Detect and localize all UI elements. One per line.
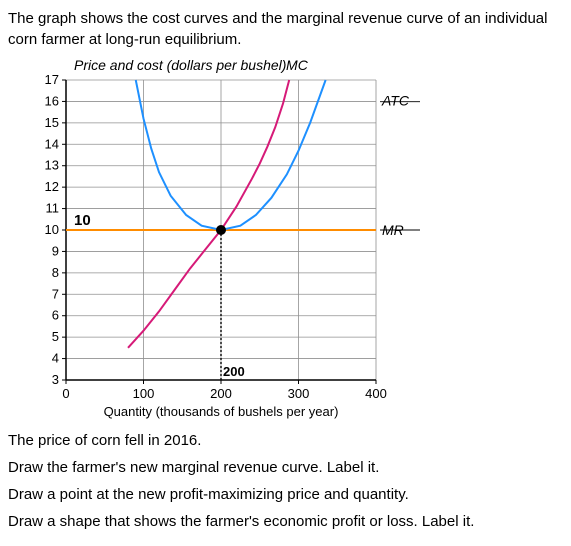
y-tick: 7 — [52, 286, 59, 301]
y-tick: 12 — [45, 179, 59, 194]
highlight-x-label: 200 — [223, 364, 245, 379]
instr-4: Draw a shape that shows the farmer's eco… — [8, 511, 571, 532]
x-axis-title: Quantity (thousands of bushels per year) — [104, 404, 339, 419]
y-tick: 4 — [52, 351, 59, 366]
y-tick: 16 — [45, 93, 59, 108]
instr-1: The price of corn fell in 2016. — [8, 430, 571, 451]
atc-curve — [136, 80, 326, 230]
mc-label: MC — [286, 57, 309, 73]
equilibrium-point — [216, 225, 226, 235]
instr-3: Draw a point at the new profit-maximizin… — [8, 484, 571, 505]
y-tick: 9 — [52, 243, 59, 258]
y-tick: 13 — [45, 158, 59, 173]
x-tick: 0 — [62, 386, 69, 401]
y-tick: 10 — [45, 222, 59, 237]
chart-svg: Price and cost (dollars per bushel) 3 4 5 6 7… — [26, 56, 436, 426]
y-tick: 15 — [45, 115, 59, 130]
highlight-y-label: 10 — [74, 212, 91, 229]
y-tick: 11 — [46, 201, 60, 216]
x-tick: 400 — [365, 386, 387, 401]
y-tick: 17 — [45, 72, 59, 87]
y-tick: 14 — [45, 136, 59, 151]
y-tick: 5 — [52, 329, 59, 344]
y-tick: 8 — [52, 265, 59, 280]
x-tick: 200 — [210, 386, 232, 401]
x-tick: 100 — [133, 386, 155, 401]
intro-text: The graph shows the cost curves and the … — [8, 8, 571, 50]
x-tick: 300 — [288, 386, 310, 401]
y-tick: 3 — [52, 372, 59, 387]
instr-2: Draw the farmer's new marginal revenue c… — [8, 457, 571, 478]
cost-curves-chart: Price and cost (dollars per bushel) 3 4 5 6 7… — [26, 56, 571, 426]
y-tick: 6 — [52, 308, 59, 323]
mc-curve — [128, 80, 289, 348]
atc-label: ATC — [381, 93, 410, 109]
y-axis-title: Price and cost (dollars per bushel) — [74, 57, 286, 73]
